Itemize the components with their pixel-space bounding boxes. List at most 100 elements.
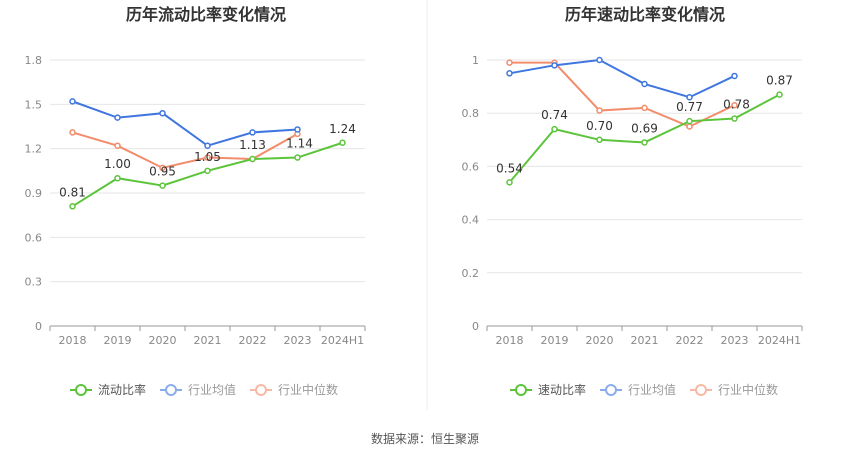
data-point bbox=[114, 174, 121, 182]
data-point bbox=[159, 109, 166, 117]
legend-marker bbox=[605, 384, 617, 396]
data-point bbox=[641, 104, 648, 112]
x-tick-label: 2019 bbox=[541, 334, 569, 347]
data-label: 0.78 bbox=[723, 98, 750, 112]
data-point bbox=[686, 117, 693, 125]
y-tick-label: 0.3 bbox=[25, 276, 43, 289]
legend-marker bbox=[515, 384, 527, 396]
data-label: 1.00 bbox=[104, 157, 131, 171]
chart-title: 历年流动比率变化情况 bbox=[126, 5, 286, 24]
y-tick-label: 1.5 bbox=[25, 98, 43, 111]
data-point bbox=[731, 115, 738, 122]
data-point bbox=[551, 125, 558, 133]
chart-panel-1: 历年流动比率变化情况 0 0.3 0.6 0.9 1.2 1.5 1.8 2018 2019 202… bbox=[25, 5, 366, 397]
x-tick-label: 2022 bbox=[239, 334, 267, 347]
data-label: 1.24 bbox=[329, 122, 356, 136]
data-point bbox=[114, 114, 121, 121]
y-tick-label: 0.6 bbox=[25, 231, 43, 244]
x-tick-label: 2019 bbox=[104, 334, 132, 347]
chart-title: 历年速动比率变化情况 bbox=[565, 5, 725, 24]
x-tick-label: 2021 bbox=[194, 334, 222, 347]
legend-marker bbox=[695, 384, 707, 396]
y-tick-label: 0 bbox=[35, 320, 42, 333]
legend-label: 行业中位数 bbox=[718, 382, 778, 397]
x-tick-label: 2024H1 bbox=[321, 334, 364, 347]
legend-label: 行业均值 bbox=[188, 382, 236, 397]
legend-marker bbox=[75, 384, 87, 396]
data-label: 0.54 bbox=[496, 161, 523, 175]
x-tick-label: 2018 bbox=[496, 334, 524, 347]
data-point bbox=[69, 98, 76, 105]
x-tick-label: 2020 bbox=[586, 334, 614, 347]
data-label: 0.95 bbox=[149, 165, 176, 179]
legend-item: 行业中位数 bbox=[690, 382, 778, 397]
data-point bbox=[641, 139, 648, 146]
data-label: 0.87 bbox=[766, 74, 793, 88]
y-tick-label: 0.9 bbox=[25, 187, 43, 200]
data-point bbox=[249, 129, 256, 136]
legend-marker bbox=[165, 384, 177, 396]
data-point bbox=[776, 91, 783, 98]
data-point bbox=[596, 136, 603, 144]
x-tick-label: 2021 bbox=[631, 334, 659, 347]
legend-item: 行业均值 bbox=[600, 382, 676, 397]
chart-panel-2: 历年速动比率变化情况 0 0.2 0.4 0.6 0.8 1 2018 2019 2020 2021… bbox=[462, 5, 803, 397]
data-source-note: 数据来源：恒生聚源 bbox=[370, 432, 479, 446]
y-tick-label: 0.6 bbox=[462, 160, 480, 173]
data-point bbox=[596, 107, 603, 114]
data-point bbox=[249, 155, 256, 163]
y-tick-label: 1.8 bbox=[25, 54, 43, 67]
y-tick-label: 0 bbox=[472, 320, 479, 333]
data-label: 0.69 bbox=[631, 121, 658, 135]
data-point bbox=[294, 154, 301, 161]
y-tick-label: 0.2 bbox=[462, 267, 480, 280]
data-point bbox=[506, 70, 513, 77]
data-point bbox=[686, 93, 693, 101]
data-point bbox=[551, 62, 558, 69]
series-line-3 bbox=[509, 61, 735, 128]
legend-item: 流动比率 bbox=[70, 382, 146, 397]
data-label: 0.81 bbox=[59, 185, 86, 199]
data-point bbox=[204, 142, 211, 149]
data-label: 1.14 bbox=[286, 137, 313, 151]
y-tick-label: 0.8 bbox=[462, 107, 480, 120]
legend-label: 流动比率 bbox=[98, 382, 146, 397]
x-tick-label: 2023 bbox=[721, 334, 749, 347]
legend-label: 行业均值 bbox=[628, 382, 676, 397]
x-tick-label: 2023 bbox=[284, 334, 312, 347]
data-point bbox=[159, 182, 166, 189]
data-point bbox=[641, 80, 648, 88]
data-point bbox=[69, 203, 76, 210]
legend-label: 速动比率 bbox=[538, 382, 586, 397]
data-point bbox=[114, 142, 121, 149]
data-label: 0.70 bbox=[586, 119, 613, 133]
x-tick-label: 2022 bbox=[676, 334, 704, 347]
data-point bbox=[204, 154, 211, 161]
data-label: 1.13 bbox=[239, 138, 266, 152]
data-point bbox=[159, 164, 166, 172]
legend-marker bbox=[255, 384, 267, 396]
data-point bbox=[294, 126, 301, 133]
legend-item: 行业中位数 bbox=[250, 382, 338, 397]
x-tick-label: 2024H1 bbox=[758, 334, 801, 347]
legend-item: 行业均值 bbox=[160, 382, 236, 397]
legend-label: 行业中位数 bbox=[278, 382, 338, 397]
data-label: 0.74 bbox=[541, 108, 568, 122]
data-point bbox=[731, 72, 738, 80]
data-point bbox=[204, 167, 211, 175]
x-tick-label: 2018 bbox=[59, 334, 87, 347]
data-label: 1.05 bbox=[194, 150, 221, 164]
data-point bbox=[686, 123, 693, 130]
y-tick-label: 0.4 bbox=[462, 214, 480, 227]
data-point bbox=[596, 56, 603, 64]
legend-item: 速动比率 bbox=[510, 382, 586, 397]
data-point bbox=[506, 59, 513, 66]
series-line-2 bbox=[72, 100, 298, 147]
y-tick-label: 1.2 bbox=[25, 143, 43, 156]
y-tick-label: 1 bbox=[472, 54, 479, 67]
data-point bbox=[69, 129, 76, 136]
data-point bbox=[506, 179, 513, 186]
x-tick-label: 2020 bbox=[149, 334, 177, 347]
data-point bbox=[731, 101, 738, 109]
